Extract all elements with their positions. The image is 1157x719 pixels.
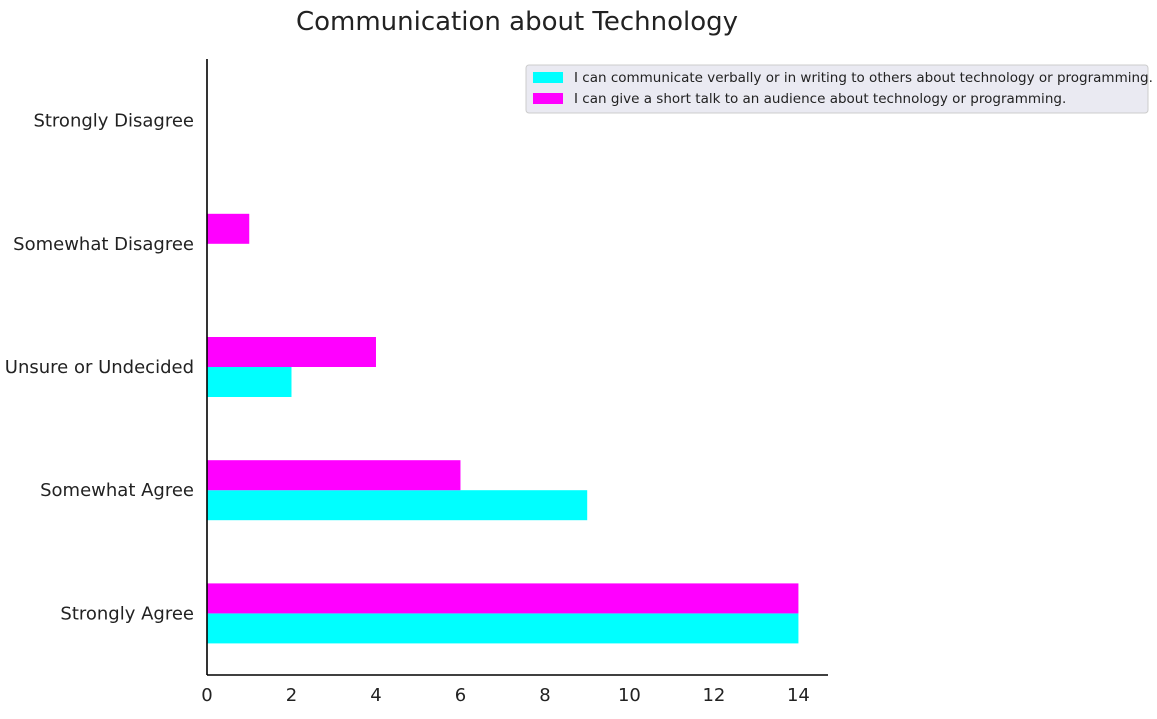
bar-short-talk-3 [207, 213, 250, 244]
bar-short-talk-1 [207, 460, 461, 491]
bar-verbal-writing-2 [207, 367, 292, 397]
bar-short-talk-2 [207, 337, 376, 367]
bar-verbal-writing-0 [207, 613, 799, 644]
bars-layer [207, 213, 799, 644]
x-tick-label: 2 [286, 685, 297, 706]
bar-verbal-writing-1 [207, 490, 588, 521]
legend-swatch [533, 93, 563, 104]
x-tick-labels: 0 2 4 6 8 10 12 14 [201, 685, 810, 706]
y-tick-label: Strongly Disagree [33, 111, 194, 132]
y-tick-label: Somewhat Agree [40, 480, 194, 501]
y-tick-label: Somewhat Disagree [13, 234, 194, 255]
x-tick-label: 12 [702, 685, 725, 706]
x-tick-label: 0 [201, 685, 212, 706]
x-tick-label: 4 [370, 685, 381, 706]
legend-swatch [533, 72, 563, 83]
y-tick-labels: Strongly Agree Somewhat Agree Unsure or Un… [5, 111, 194, 625]
axes-layer [206, 59, 828, 676]
x-tick-label: 10 [618, 685, 641, 706]
y-tick-label: Unsure or Undecided [5, 357, 194, 378]
y-tick-label: Strongly Agree [60, 603, 194, 624]
legend-label: I can give a short talk to an audience a… [574, 91, 1066, 107]
legend-box [525, 64, 1149, 114]
x-tick-label: 14 [787, 685, 810, 706]
legend-label: I can communicate verbally or in writing… [574, 70, 1153, 86]
x-tick-label: 6 [455, 685, 466, 706]
x-tick-label: 8 [539, 685, 550, 706]
chart-title: Communication about Technology [296, 7, 738, 37]
bar-short-talk-0 [207, 583, 799, 614]
legend: I can communicate verbally or in writing… [525, 64, 1153, 114]
